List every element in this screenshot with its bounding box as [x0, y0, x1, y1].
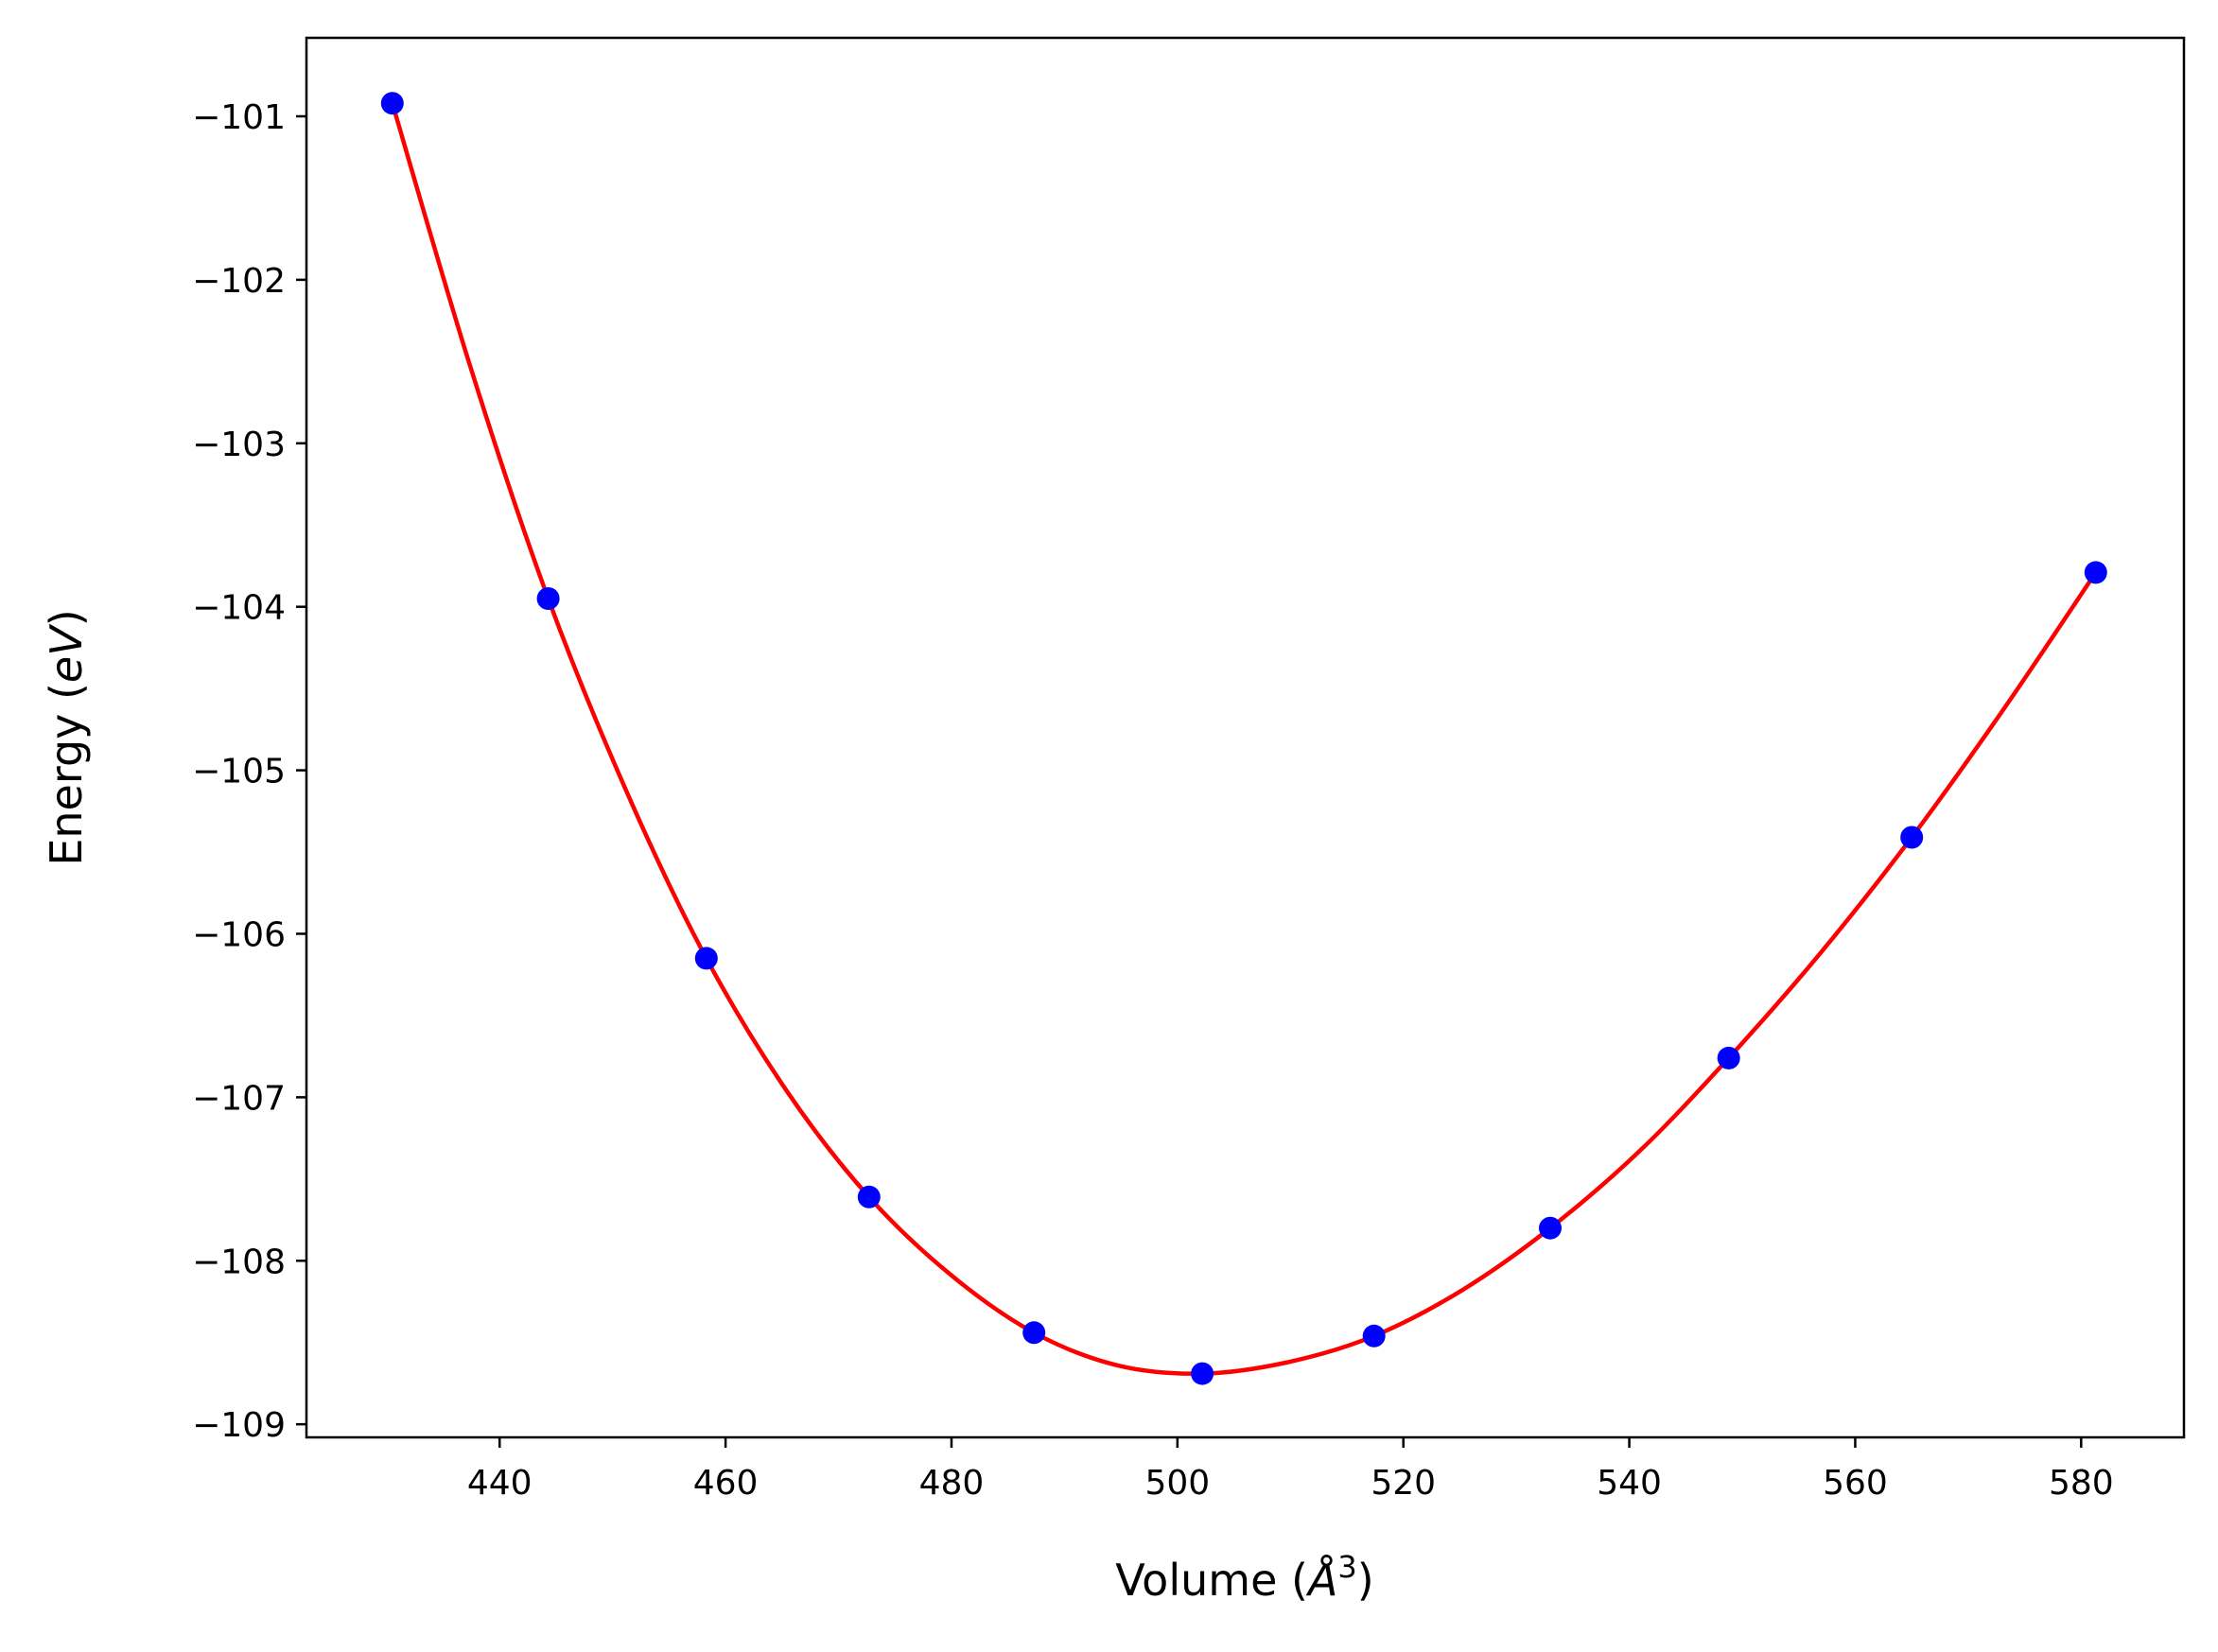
y-axis-ticks: −101 −102 −103 −104 −105 −106 −107 −108 −109: [192, 98, 306, 1445]
data-point: [1900, 826, 1924, 849]
data-point: [536, 587, 560, 610]
fit-curve-line: [390, 102, 2098, 1376]
x-axis-label: Volume (Å3): [1115, 1549, 1373, 1606]
x-tick-label: 440: [467, 1464, 533, 1503]
y-tick-label: −104: [192, 589, 286, 628]
plot-area: [306, 38, 2184, 1437]
y-tick-label: −106: [192, 915, 286, 954]
x-tick-label: 520: [1371, 1464, 1436, 1503]
data-point: [1022, 1321, 1046, 1345]
data-point: [694, 947, 718, 970]
x-tick-label: 540: [1597, 1464, 1662, 1503]
data-point: [857, 1185, 881, 1209]
x-axis-ticks: 440 460 480 500 520 540 560 580: [467, 1437, 2114, 1503]
data-point: [1191, 1362, 1214, 1385]
data-point: [1717, 1046, 1740, 1069]
data-point: [2084, 561, 2107, 584]
data-point: [380, 92, 404, 115]
y-tick-label: −103: [192, 426, 286, 464]
y-tick-label: −109: [192, 1406, 286, 1445]
x-tick-label: 560: [1823, 1464, 1888, 1503]
data-point: [1362, 1324, 1386, 1348]
x-tick-label: 480: [919, 1464, 985, 1503]
x-tick-label: 580: [2049, 1464, 2114, 1503]
y-tick-label: −107: [192, 1079, 286, 1118]
data-points-layer: [380, 92, 2107, 1385]
y-tick-label: −105: [192, 753, 286, 791]
x-tick-label: 500: [1144, 1464, 1210, 1503]
data-point: [1539, 1216, 1562, 1240]
y-axis-label: Energy (eV): [41, 609, 92, 865]
y-tick-label: −102: [192, 262, 286, 301]
y-tick-label: −108: [192, 1243, 286, 1281]
x-tick-label: 460: [693, 1464, 759, 1503]
fit-curve-layer: [390, 102, 2098, 1376]
y-tick-label: −101: [192, 98, 286, 137]
axes-frame: [305, 36, 2186, 1439]
